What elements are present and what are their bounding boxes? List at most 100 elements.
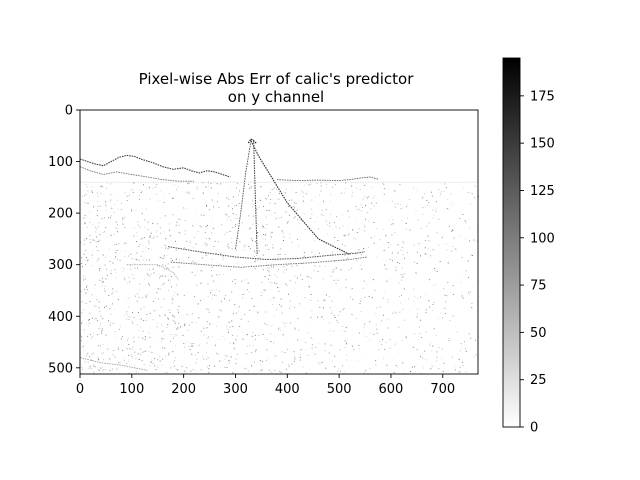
heatmap-noise-pixel: [89, 239, 91, 241]
heatmap-noise-pixel: [241, 222, 243, 224]
heatmap-noise-pixel: [119, 362, 121, 363]
heatmap-noise-pixel: [335, 226, 337, 228]
heatmap-noise-pixel: [172, 320, 174, 322]
heatmap-noise-pixel: [132, 322, 134, 324]
heatmap-noise-pixel: [121, 335, 123, 337]
heatmap-noise-pixel: [362, 242, 363, 244]
heatmap-noise-pixel: [452, 356, 454, 358]
heatmap-noise-pixel: [266, 262, 267, 264]
heatmap-noise-pixel: [320, 214, 322, 215]
heatmap-noise-pixel: [141, 237, 143, 239]
heatmap-noise-pixel: [224, 355, 226, 357]
heatmap-noise-pixel: [114, 269, 116, 271]
heatmap-noise-pixel: [81, 195, 83, 197]
heatmap-noise-pixel: [431, 350, 433, 352]
heatmap-noise-pixel: [310, 183, 312, 185]
heatmap-noise-pixel: [202, 257, 204, 259]
heatmap-noise-pixel: [228, 360, 230, 361]
heatmap-noise-pixel: [171, 286, 172, 288]
heatmap-noise-pixel: [121, 202, 122, 204]
heatmap-noise-pixel: [113, 211, 115, 213]
heatmap-noise-pixel: [186, 367, 188, 369]
heatmap-noise-pixel: [261, 292, 263, 294]
heatmap-noise-pixel: [255, 349, 257, 351]
heatmap-noise-pixel: [464, 220, 466, 221]
heatmap-noise-pixel: [142, 297, 144, 299]
heatmap-noise-pixel: [272, 304, 274, 305]
heatmap-noise-pixel: [375, 291, 376, 293]
heatmap-noise-pixel: [293, 217, 295, 219]
heatmap-noise-pixel: [177, 252, 179, 254]
heatmap-noise-pixel: [83, 239, 85, 241]
heatmap-noise-pixel: [269, 274, 271, 276]
heatmap-noise-pixel: [149, 236, 151, 238]
heatmap-noise-pixel: [202, 299, 204, 301]
heatmap-noise-pixel: [131, 348, 133, 350]
heatmap-noise-pixel: [130, 265, 131, 267]
heatmap-noise-pixel: [412, 346, 414, 348]
heatmap-noise-pixel: [274, 212, 276, 214]
heatmap-noise-pixel: [104, 256, 106, 258]
heatmap-noise-pixel: [217, 193, 219, 194]
heatmap-noise-pixel: [262, 225, 263, 227]
heatmap-noise-pixel: [159, 315, 161, 317]
heatmap-noise-pixel: [211, 258, 213, 260]
heatmap-noise-pixel: [207, 337, 209, 339]
heatmap-noise-pixel: [297, 219, 298, 221]
heatmap-noise-pixel: [128, 195, 130, 196]
heatmap-noise-pixel: [465, 270, 467, 272]
heatmap-noise-pixel: [179, 326, 181, 328]
heatmap-noise-pixel: [414, 366, 415, 368]
heatmap-noise-pixel: [236, 183, 238, 185]
heatmap-noise-pixel: [331, 186, 333, 188]
heatmap-noise-pixel: [102, 352, 104, 354]
heatmap-noise-pixel: [175, 284, 177, 286]
heatmap-noise-pixel: [211, 199, 213, 201]
heatmap-noise-pixel: [102, 281, 104, 283]
heatmap-noise-pixel: [452, 246, 454, 247]
heatmap-noise-pixel: [265, 232, 267, 234]
heatmap-noise-pixel: [116, 227, 118, 229]
heatmap-noise-pixel: [98, 279, 100, 281]
heatmap-noise-pixel: [126, 195, 128, 197]
heatmap-noise-pixel: [136, 252, 138, 253]
heatmap-noise-pixel: [211, 270, 212, 271]
heatmap-noise-pixel: [356, 317, 358, 319]
heatmap-noise-pixel: [151, 333, 153, 335]
heatmap-noise-pixel: [149, 198, 151, 200]
heatmap-noise-pixel: [310, 294, 312, 295]
heatmap-noise-pixel: [107, 217, 109, 219]
heatmap-noise-pixel: [139, 226, 141, 228]
heatmap-noise-pixel: [246, 353, 248, 355]
heatmap-noise-pixel: [184, 323, 186, 325]
heatmap-noise-pixel: [215, 289, 217, 290]
heatmap-noise-pixel: [196, 186, 198, 188]
heatmap-noise-pixel: [130, 268, 132, 270]
heatmap-noise-pixel: [383, 291, 385, 293]
heatmap-noise-pixel: [272, 266, 274, 268]
heatmap-noise-pixel: [157, 359, 159, 361]
heatmap-noise-pixel: [177, 186, 179, 188]
heatmap-noise-pixel: [168, 318, 169, 320]
heatmap-noise-pixel: [137, 221, 139, 223]
heatmap-noise-pixel: [83, 302, 85, 304]
heatmap-noise-pixel: [297, 318, 299, 319]
heatmap-noise-pixel: [224, 298, 225, 300]
heatmap-noise-pixel: [413, 187, 415, 189]
heatmap-noise-pixel: [93, 206, 95, 208]
heatmap-noise-pixel: [142, 251, 144, 253]
heatmap-noise-pixel: [469, 218, 470, 220]
heatmap-noise-pixel: [104, 288, 106, 290]
heatmap-noise-pixel: [261, 369, 263, 371]
heatmap-noise-pixel: [122, 219, 124, 221]
heatmap-noise-pixel: [160, 341, 162, 343]
heatmap-noise-pixel: [133, 364, 135, 366]
heatmap-noise-pixel: [175, 259, 177, 260]
heatmap-background: [80, 110, 478, 374]
heatmap-noise-pixel: [399, 204, 401, 206]
heatmap-noise-pixel: [91, 239, 93, 241]
heatmap-noise-pixel: [358, 344, 360, 346]
heatmap-noise-pixel: [208, 368, 210, 370]
heatmap-noise-pixel: [264, 276, 266, 278]
heatmap-noise-pixel: [265, 198, 267, 200]
